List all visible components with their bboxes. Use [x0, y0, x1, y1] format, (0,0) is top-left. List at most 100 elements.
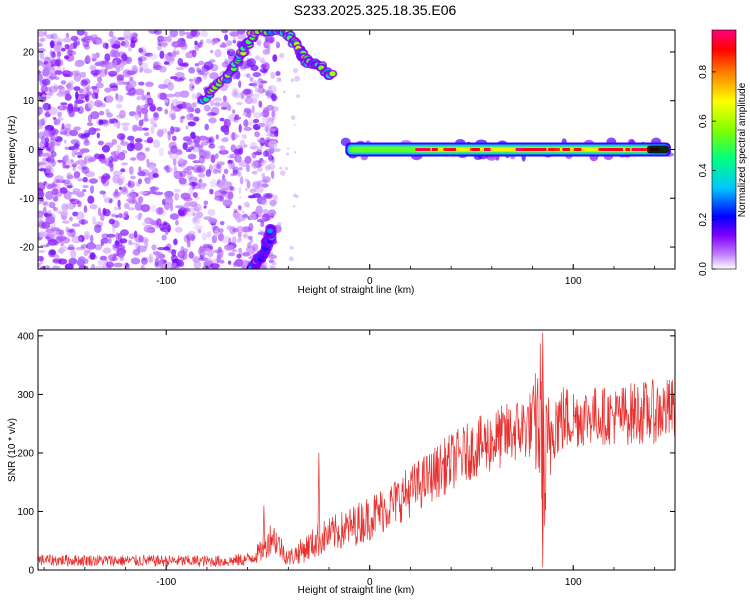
- heatmap-noise-cell: [178, 260, 185, 268]
- heatmap-noise-cell: [197, 172, 206, 178]
- heatmap-noise-cell: [263, 107, 269, 114]
- heatmap-noise-cell: [127, 70, 138, 74]
- heatmap-noise-cell: [106, 261, 114, 268]
- heatmap-noise-cell: [84, 95, 89, 101]
- heatmap-noise-cell: [249, 77, 254, 82]
- heatmap-noise-cell: [215, 134, 219, 140]
- heatmap-noise-cell: [76, 159, 85, 165]
- heatmap-noise-cell: [238, 248, 242, 253]
- heatmap-noise-cell: [236, 253, 242, 259]
- heatmap-noise-cell: [38, 161, 47, 166]
- heatmap-noise-cell: [200, 70, 210, 76]
- heatmap-noise-cell: [169, 30, 179, 38]
- heatmap-noise-cell: [67, 103, 74, 112]
- heatmap-noise-cell: [72, 211, 79, 217]
- heatmap-noise-cell: [69, 129, 79, 137]
- heatmap-noise-cell: [138, 81, 145, 86]
- heatmap-noise-cell: [271, 156, 275, 164]
- heatmap-noise-cell: [64, 93, 72, 101]
- heatmap-noise-cell: [219, 187, 229, 194]
- heatmap-noise-cell: [252, 80, 258, 89]
- heatmap-noise-cell: [232, 236, 237, 245]
- heatmap-noise-cell: [52, 258, 62, 264]
- heatmap-noise-cell: [148, 253, 153, 261]
- heatmap-noise-cell: [206, 250, 214, 258]
- heatmap-noise-cell: [83, 205, 88, 213]
- heatmap-noise-cell: [136, 151, 146, 161]
- heatmap-noise-cell: [214, 229, 219, 238]
- heatmap-noise-cell: [89, 252, 96, 260]
- heatmap-noise-cell: [180, 115, 186, 120]
- heatmap-noise-cell: [109, 49, 117, 58]
- heatmap-noise-cell: [249, 213, 257, 220]
- heatmap-noise-cell: [272, 194, 279, 201]
- heatmap-noise-cell: [78, 235, 85, 243]
- heatmap-tone-peak: [443, 148, 450, 151]
- heatmap-noise-cell: [108, 30, 114, 38]
- heatmap-noise-cell: [146, 136, 154, 144]
- heatmap-noise-cell: [135, 138, 143, 143]
- heatmap-noise-cell: [232, 169, 239, 176]
- heatmap-noise-cell: [100, 119, 108, 125]
- heatmap-noise-cell: [166, 35, 172, 43]
- heatmap-noise-cell: [193, 206, 200, 212]
- heatmap-noise-cell: [38, 124, 43, 130]
- heatmap-noise-cell: [237, 232, 242, 238]
- heatmap-noise-cell: [135, 215, 142, 219]
- heatmap-tone-peak: [613, 148, 623, 151]
- heatmap-noise-cell: [70, 35, 79, 42]
- heatmap-noise-cell: [254, 131, 260, 138]
- heatmap-noise-cell: [208, 112, 218, 116]
- spectrogram-y-tick-label: 20: [23, 47, 35, 58]
- heatmap-noise-cell: [227, 260, 232, 265]
- heatmap-noise-cell: [73, 126, 81, 131]
- heatmap-noise-cell: [185, 125, 189, 130]
- heatmap-noise-cell: [189, 141, 197, 148]
- heatmap-noise-cell: [238, 186, 242, 195]
- heatmap-noise-cell: [68, 48, 73, 57]
- heatmap-noise-cell: [105, 174, 111, 180]
- heatmap-noise-cell: [81, 166, 87, 170]
- heatmap-noise-cell: [234, 213, 245, 222]
- heatmap-noise-cell: [169, 108, 177, 117]
- heatmap-tone-end: [646, 145, 669, 154]
- heatmap-noise-cell: [126, 79, 137, 88]
- snr-x-label: Height of straight line (km): [298, 585, 415, 596]
- heatmap-noise-cell: [158, 147, 164, 157]
- heatmap-noise-cell: [253, 118, 260, 124]
- heatmap-noise-cell: [142, 118, 150, 122]
- heatmap-noise-cell: [283, 90, 286, 94]
- heatmap-noise-cell: [42, 94, 46, 98]
- heatmap-noise-cell: [165, 167, 173, 173]
- heatmap-noise-cell: [246, 180, 251, 189]
- heatmap-noise-cell: [97, 259, 106, 266]
- heatmap-noise-cell: [247, 205, 250, 208]
- heatmap-noise-cell: [254, 87, 260, 93]
- heatmap-noise-cell: [38, 146, 43, 155]
- heatmap-noise-cell: [68, 244, 75, 250]
- heatmap-noise-cell: [38, 250, 46, 253]
- heatmap-noise-cell: [121, 162, 129, 166]
- heatmap-noise-cell: [210, 106, 220, 116]
- heatmap-noise-cell: [189, 78, 193, 83]
- heatmap-noise-cell: [159, 50, 165, 59]
- heatmap-noise-cell: [182, 136, 191, 142]
- snr-panel: -100 0 100 0 100 200 300 400 Height of straigh…: [7, 329, 676, 596]
- heatmap-noise-cell: [144, 147, 150, 152]
- spectrogram-x-axis: -100 0 100: [43, 30, 656, 287]
- heatmap-tone-peak: [432, 148, 438, 151]
- heatmap-noise-cell: [203, 205, 207, 209]
- heatmap-noise-cell: [107, 160, 114, 168]
- heatmap-noise-cell: [197, 42, 203, 48]
- heatmap-noise-cell: [219, 228, 224, 234]
- heatmap-noise-cell: [104, 157, 112, 167]
- heatmap-noise-cell: [43, 202, 48, 207]
- heatmap-noise-cell: [38, 60, 44, 67]
- heatmap-noise-cell: [257, 87, 265, 94]
- heatmap-noise-cell: [94, 224, 102, 233]
- heatmap-noise-cell: [186, 113, 195, 121]
- heatmap-noise-cell: [242, 134, 247, 139]
- heatmap-noise-cell: [122, 81, 130, 85]
- heatmap-noise-cell: [82, 189, 87, 193]
- heatmap-noise-cell: [227, 191, 234, 200]
